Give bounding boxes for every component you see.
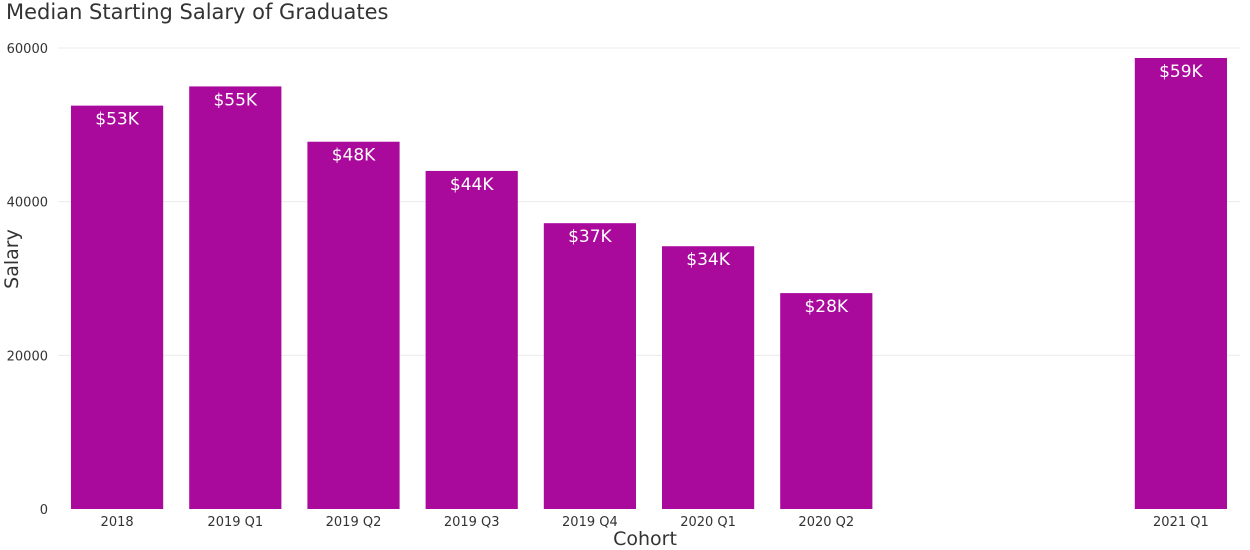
chart-title: Median Starting Salary of Graduates (6, 0, 389, 24)
x-tick-label: 2021 Q1 (1153, 515, 1209, 530)
bar (543, 223, 636, 509)
x-tick-label: 2019 Q4 (562, 515, 618, 530)
x-tick-label: 2020 Q1 (680, 515, 736, 530)
bar-value-label: $28K (804, 297, 848, 317)
bar-value-label: $44K (450, 175, 494, 195)
bar (307, 141, 400, 509)
bar (662, 246, 755, 510)
bar (780, 293, 873, 509)
y-tick-label: 60000 (7, 42, 48, 57)
x-tick-label: 2019 Q3 (444, 515, 500, 530)
x-tick-label: 2020 Q2 (798, 515, 854, 530)
bars (71, 57, 1227, 510)
bar-value-label: $37K (568, 227, 612, 247)
bar (189, 86, 282, 510)
bar (425, 170, 518, 509)
data-labels: $53K $55K $48K $44K $37K $34K $28K $59K (95, 62, 1203, 317)
y-axis-ticks: 0 20000 40000 60000 (7, 42, 48, 518)
bar-value-label: $34K (686, 250, 730, 270)
bar-value-label: $53K (95, 110, 139, 130)
bar-value-label: $59K (1159, 62, 1203, 82)
x-axis-ticks: 2018 2019 Q1 2019 Q2 2019 Q3 2019 Q4 2020 Q1 2… (101, 515, 1209, 530)
y-tick-label: 40000 (7, 196, 48, 211)
x-tick-label: 2018 (101, 515, 134, 530)
x-tick-label: 2019 Q1 (207, 515, 263, 530)
y-tick-label: 0 (40, 503, 48, 518)
x-tick-label: 2019 Q2 (326, 515, 382, 530)
bar (71, 105, 164, 509)
y-axis-title: Salary (1, 229, 23, 289)
y-tick-label: 20000 (7, 349, 48, 364)
x-axis-title: Cohort (613, 528, 677, 550)
bar-value-label: $48K (332, 146, 376, 166)
bar-value-label: $55K (213, 90, 257, 110)
bar (1134, 57, 1227, 509)
